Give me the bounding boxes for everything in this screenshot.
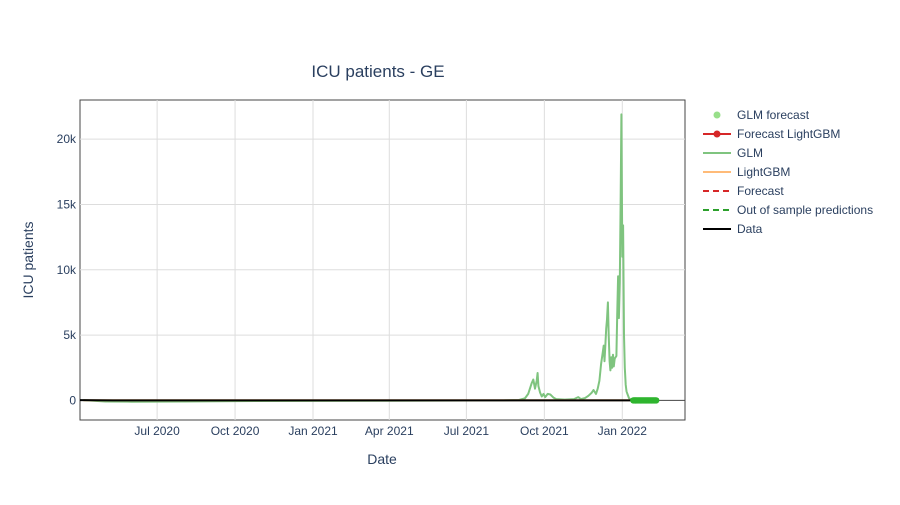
legend-item[interactable]: GLM forecast <box>714 108 810 122</box>
legend-item[interactable]: Forecast <box>703 184 784 198</box>
legend-swatch-marker <box>714 131 721 138</box>
x-tick-label: Oct 2021 <box>520 424 569 438</box>
legend-label: Data <box>737 222 763 236</box>
x-tick-label: Apr 2021 <box>365 424 414 438</box>
y-tick-label: 5k <box>63 328 77 342</box>
y-axis-ticks: 0 5k 10k 15k 20k <box>57 132 77 407</box>
y-tick-label: 15k <box>57 197 77 211</box>
legend-label: GLM <box>737 146 763 160</box>
legend-item[interactable]: GLM <box>703 146 763 160</box>
legend-label: LightGBM <box>737 165 790 179</box>
legend-item[interactable]: Out of sample predictions <box>703 203 873 217</box>
x-tick-label: Jul 2020 <box>134 424 180 438</box>
glm-forecast-markers <box>630 397 659 403</box>
legend-item[interactable]: Data <box>703 222 763 236</box>
y-tick-label: 10k <box>57 263 77 277</box>
x-axis-ticks: Jul 2020 Oct 2020 Jan 2021 Apr 2021 Jul 2021… <box>134 424 647 438</box>
legend-label: Forecast <box>737 184 784 198</box>
y-tick-label: 0 <box>69 393 76 407</box>
chart-title: ICU patients - GE <box>311 62 444 81</box>
legend-item[interactable]: LightGBM <box>703 165 790 179</box>
legend: GLM forecast Forecast LightGBM GLM LightGBM… <box>703 108 873 236</box>
legend-label: Forecast LightGBM <box>737 127 840 141</box>
legend-label: Out of sample predictions <box>737 203 873 217</box>
x-tick-label: Jan 2022 <box>598 424 648 438</box>
plot-area <box>80 100 685 420</box>
y-axis-title: ICU patients <box>20 221 36 298</box>
x-tick-label: Oct 2020 <box>211 424 260 438</box>
x-tick-label: Jul 2021 <box>444 424 490 438</box>
x-axis-title: Date <box>367 451 397 467</box>
legend-item[interactable]: Forecast LightGBM <box>703 127 840 141</box>
legend-label: GLM forecast <box>737 108 810 122</box>
x-tick-label: Jan 2021 <box>288 424 338 438</box>
glm-forecast-point <box>653 397 659 403</box>
y-tick-label: 20k <box>57 132 77 146</box>
legend-swatch <box>714 112 721 119</box>
